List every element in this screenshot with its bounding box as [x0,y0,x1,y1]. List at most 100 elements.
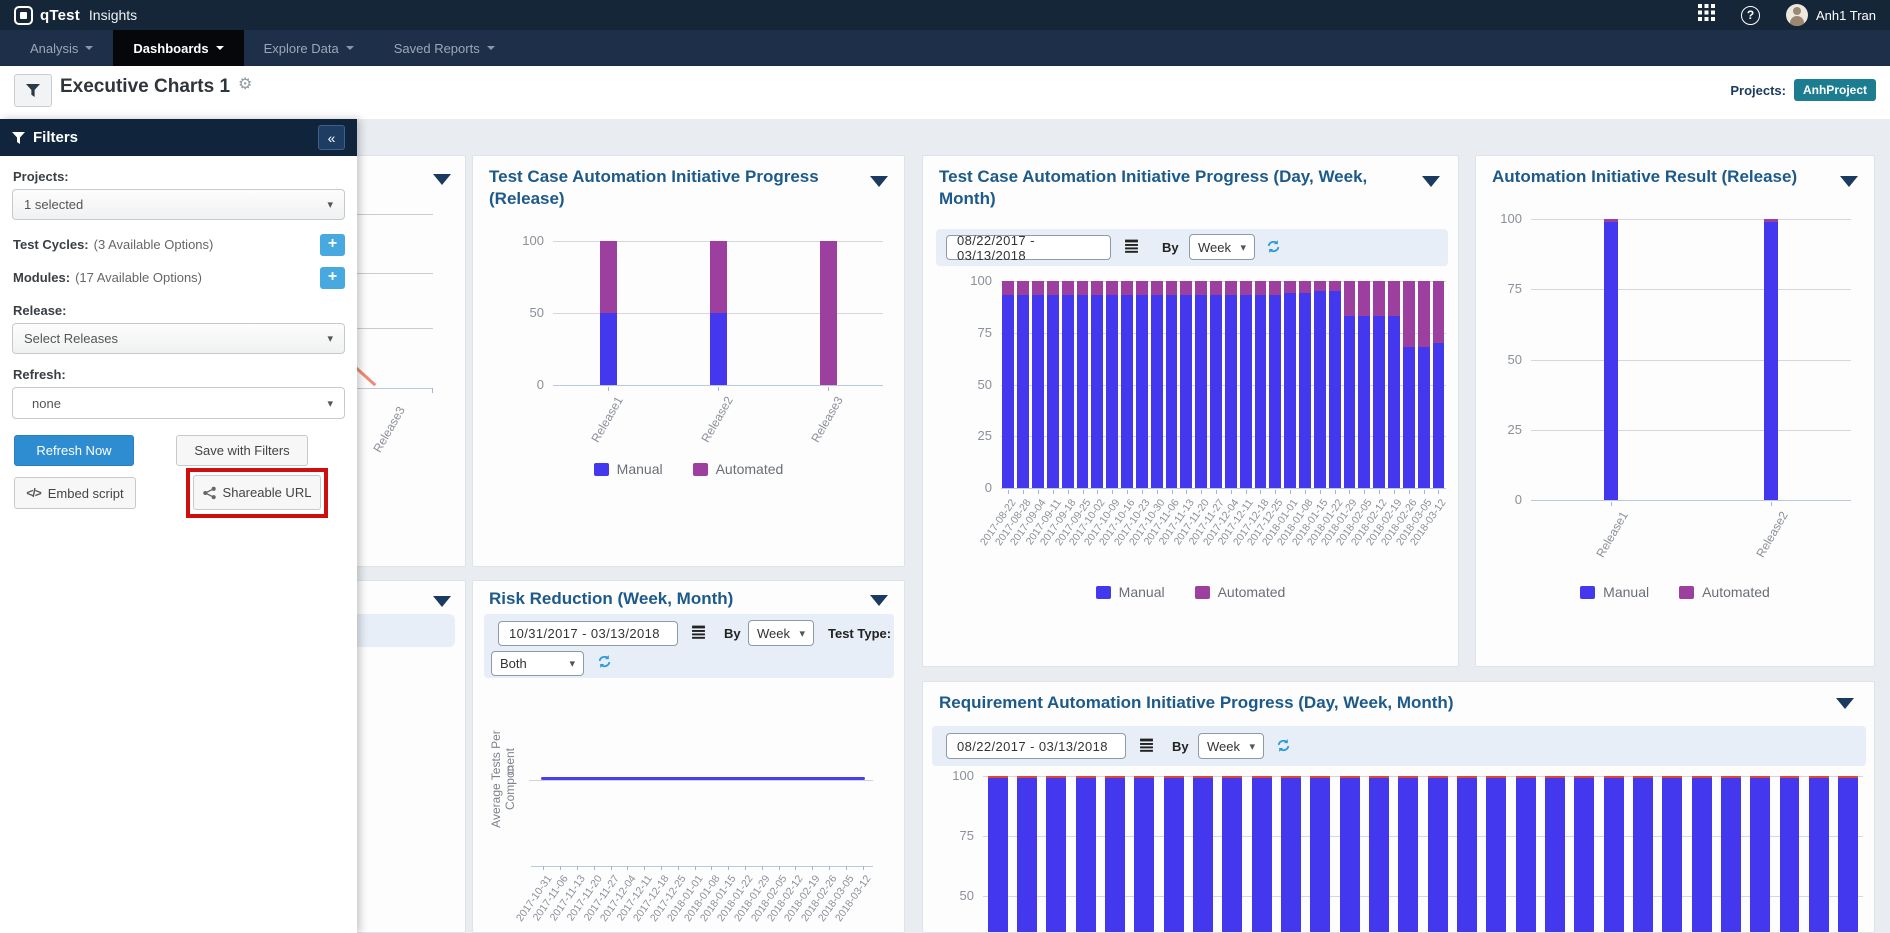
bar-slot [553,241,663,385]
bar-slot [1090,281,1105,488]
gear-icon[interactable]: ⚙ [238,76,253,93]
calendar-icon[interactable] [691,624,706,644]
axis-tick [576,866,578,870]
y-tick-label: 50 [959,888,974,903]
nav-item-explore-data[interactable]: Explore Data [244,30,374,66]
bar-slot [1540,776,1569,932]
interval-select[interactable]: Week ▾ [1198,733,1264,759]
chart-card-hidden-bottom [357,580,466,933]
manual-segment [1838,778,1859,932]
test-cycles-info: (3 Available Options) [93,237,214,252]
test-type-label: Test Type: [828,626,892,641]
release-axis-label: Release3 [370,404,408,455]
manual-segment [1515,778,1536,932]
chart-menu-icon[interactable] [1836,698,1854,709]
embed-script-button[interactable]: </> Embed script [14,477,136,509]
chart-menu-icon[interactable] [433,596,451,607]
y-tick-label: 0 [984,480,992,495]
interval-select[interactable]: Week ▾ [748,620,814,646]
user-menu[interactable]: Anh1 Tran [1786,4,1876,26]
automated-segment [1750,776,1771,779]
bar [1284,281,1297,488]
axis-tick [608,387,609,391]
chart-menu-icon[interactable] [433,174,451,185]
by-label: By [1172,739,1189,754]
bar-slot [1247,776,1276,932]
manual-segment [1402,347,1415,488]
x-label-slot: 2018-03-12 [1408,490,1449,585]
x-label-slot: 2017-10-16 [1097,490,1138,585]
save-with-filters-button[interactable]: Save with Filters [176,435,308,466]
x-label-slot: 2018-02-05 [749,866,789,933]
bar-slot [1100,776,1129,932]
y-tick-label: 0 [1514,492,1522,507]
date-range-input[interactable]: 08/22/2017 - 03/13/2018 [946,733,1126,759]
x-label-slot: 2018-01-08 [1275,490,1316,585]
bar [1417,281,1430,488]
add-test-cycles-button[interactable]: + [320,233,345,256]
modules-row: Modules: (17 Available Options) + [13,266,345,289]
x-label-slot: 2018-02-26 [1379,490,1419,585]
manual-segment [1456,778,1477,932]
chevron-down-icon [345,46,354,50]
interval-select[interactable]: Week ▾ [1189,234,1255,260]
chart-menu-icon[interactable] [1422,176,1440,187]
axis-tick [1423,490,1425,494]
manual-segment [1339,778,1360,932]
bar [1402,281,1415,488]
automated-segment [1135,281,1148,296]
nav-item-saved-reports[interactable]: Saved Reports [374,30,515,66]
automated-segment [709,241,727,313]
bar [1163,776,1184,932]
calendar-icon[interactable] [1139,737,1154,757]
automated-segment [1121,281,1133,296]
automated-segment [1163,776,1184,779]
bar [1165,281,1178,488]
refresh-icon[interactable] [597,654,612,674]
x-label-slot: 2018-01-22 [1305,490,1345,585]
add-modules-button[interactable]: + [320,266,345,289]
release-select[interactable]: Select Releases ▾ [12,323,345,354]
refresh-icon[interactable] [1276,738,1291,758]
refresh-icon[interactable] [1266,239,1281,259]
manual-segment [1373,316,1386,488]
x-label-slot: 2017-09-25 [1052,490,1093,585]
bar [1432,281,1445,488]
gridline [1001,385,1446,386]
bar-slot [1401,281,1416,488]
help-icon[interactable]: ? [1741,5,1760,25]
nav-item-dashboards[interactable]: Dashboards [113,30,244,73]
x-label-slot: 2018-02-12 [765,866,806,933]
bar-series [553,241,883,385]
refresh-interval-select[interactable]: none ▾ [12,387,345,419]
shareable-url-button[interactable]: Shareable URL [193,475,321,510]
bar-slot [1149,281,1164,488]
nav-item-analysis[interactable]: Analysis [10,30,113,66]
projects-filter-label: Projects: [13,169,69,184]
collapse-panel-button[interactable]: « [318,125,345,150]
apps-grid-icon[interactable] [1698,4,1715,26]
chart-menu-icon[interactable] [870,176,888,187]
chevron-down-icon: ▾ [1240,241,1246,254]
chart-menu-icon[interactable] [870,595,888,606]
refresh-now-button[interactable]: Refresh Now [14,435,134,466]
y-tick-label: 75 [977,325,992,340]
bar-slot [1804,776,1833,932]
test-type-select[interactable]: Both ▾ [491,651,584,676]
bar-slot [1253,281,1268,488]
filters-toggle-button[interactable] [14,74,52,107]
projects-select[interactable]: 1 selected ▾ [12,189,345,220]
automated-segment [1343,281,1356,317]
chevron-down-icon [85,46,94,50]
share-icon [202,486,216,499]
x-label-slot: 2017-09-04 [1008,490,1049,585]
y-tick-label: 100 [970,273,992,288]
axis-tick [1216,490,1217,494]
date-range-input[interactable]: 08/22/2017 - 03/13/2018 [946,233,1111,263]
chart-menu-icon[interactable] [1840,176,1858,187]
calendar-icon[interactable] [1124,238,1139,258]
date-range-input[interactable]: 10/31/2017 - 03/13/2018 [498,621,678,646]
automated-segment [1456,776,1477,779]
bar [1373,281,1386,488]
legend-item: Automated [692,461,783,477]
